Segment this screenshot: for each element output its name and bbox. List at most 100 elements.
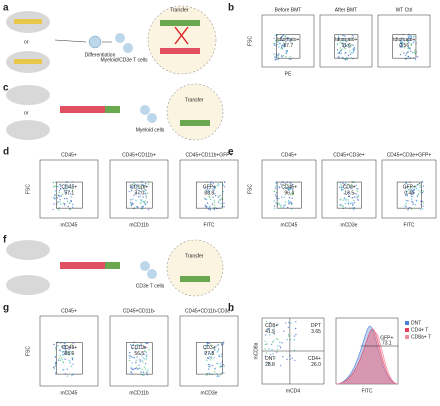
event-dot [207,342,209,345]
event-dot [220,344,223,346]
event-dot [134,185,136,187]
gate [55,181,83,209]
event-dot [69,192,72,195]
event-dot [207,363,210,366]
panel-letter: h [228,303,234,314]
event-dot [273,44,276,46]
event-dot [272,333,275,335]
event-dot [142,205,145,208]
event-dot [145,342,147,344]
event-dot [288,202,291,204]
event-dot [352,52,354,54]
event-dot [220,363,222,365]
event-dot [347,54,350,57]
event-dot [281,44,284,46]
event-dot [275,338,277,340]
event-dot [345,45,347,47]
event-dot [70,365,73,368]
event-dot [413,51,415,53]
gate-label: GFP+ [203,184,216,190]
event-dot [273,37,275,40]
event-dot [264,334,267,336]
event-dot [60,345,63,348]
plot-title: CD45+CD11b+GFP+ [185,152,232,158]
event-dot [355,184,357,187]
event-dot [64,342,66,345]
event-dot [60,203,62,205]
event-dot [271,341,274,343]
event-dot [65,353,67,355]
event-dot [280,46,283,48]
event-dot [214,367,216,370]
event-dot [141,201,143,203]
event-dot [146,342,148,344]
event-dot [67,205,69,208]
event-dot [414,203,417,206]
event-dot [128,190,131,193]
event-dot [220,202,222,205]
event-dot [209,198,212,201]
event-dot [344,35,346,38]
x-axis-label: mCD4 [286,388,300,394]
event-dot [213,208,216,211]
event-dot [217,183,219,185]
event-dot [274,357,276,360]
event-dot [342,39,344,42]
event-dot [274,57,276,59]
event-dot [217,184,220,186]
event-dot [356,196,358,198]
event-dot [410,193,413,195]
event-dot [59,198,61,201]
event-dot [287,37,289,39]
quadrant-value: 3.65 [311,329,321,335]
event-dot [290,38,292,41]
event-dot [339,41,341,43]
event-dot [54,356,57,359]
event-dot [63,189,66,191]
event-dot [413,35,415,38]
event-dot [357,195,359,198]
event-dot [136,188,138,191]
event-dot [139,202,142,204]
event-dot [143,201,146,204]
event-dot [205,345,207,347]
event-dot [58,357,61,360]
event-dot [344,199,346,201]
event-dot [214,187,216,189]
event-dot [264,355,267,358]
event-dot [274,194,277,196]
event-dot [148,349,150,351]
event-dot [59,201,61,203]
step-label: Transfer [170,7,189,13]
event-dot [217,344,219,346]
event-dot [336,49,339,51]
event-dot [401,44,403,46]
event-dot [279,346,282,349]
event-dot [140,371,142,373]
event-dot [277,41,279,43]
event-dot [409,188,411,191]
event-dot [412,187,414,189]
event-dot [142,357,145,359]
event-dot [70,350,72,353]
event-dot [290,58,292,60]
event-dot [407,47,409,50]
event-dot [422,205,424,207]
event-dot [64,358,66,360]
event-dot [209,365,211,368]
event-dot [281,48,284,50]
event-dot [278,203,281,206]
event-dot [288,335,290,337]
legend-swatch [405,321,409,325]
event-dot [342,44,344,46]
event-dot [145,358,148,360]
event-dot [283,196,286,199]
event-dot [410,43,413,45]
event-dot [276,351,278,353]
event-dot [59,188,62,190]
event-dot [68,190,70,193]
event-dot [405,200,407,202]
event-dot [209,182,212,184]
event-dot [135,359,137,362]
event-dot [277,323,279,326]
